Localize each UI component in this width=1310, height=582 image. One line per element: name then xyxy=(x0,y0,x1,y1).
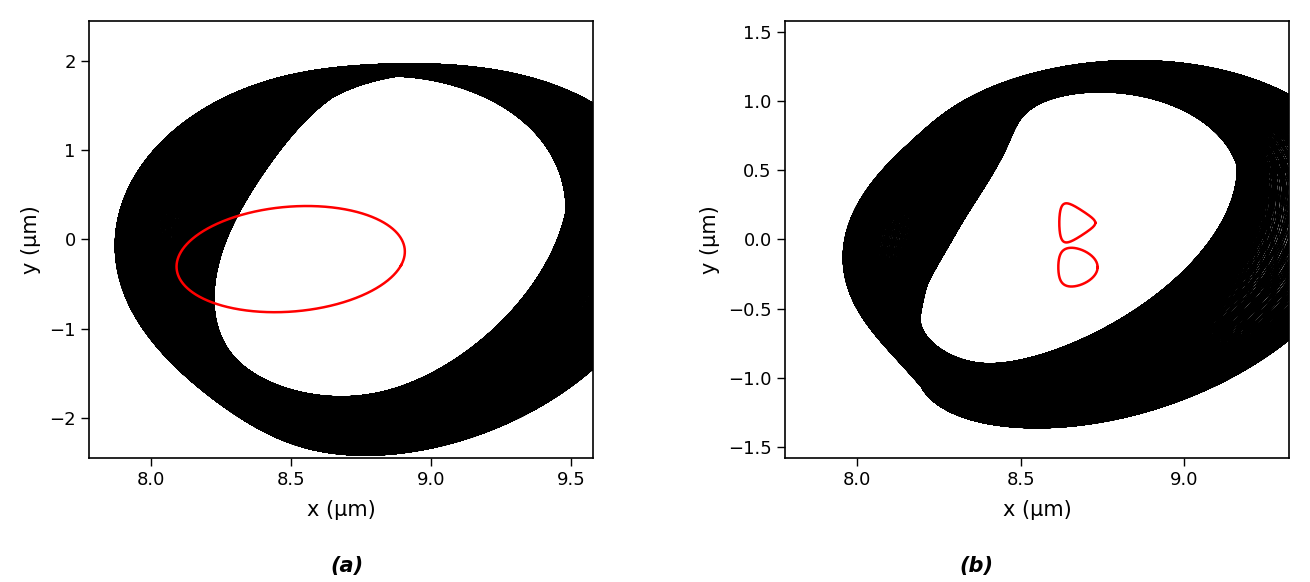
X-axis label: x (μm): x (μm) xyxy=(307,501,376,520)
Y-axis label: y (μm): y (μm) xyxy=(21,205,41,274)
X-axis label: x (μm): x (μm) xyxy=(1002,501,1072,520)
Y-axis label: y (μm): y (μm) xyxy=(700,205,719,274)
Text: (a): (a) xyxy=(330,556,364,576)
Text: (b): (b) xyxy=(959,556,993,576)
